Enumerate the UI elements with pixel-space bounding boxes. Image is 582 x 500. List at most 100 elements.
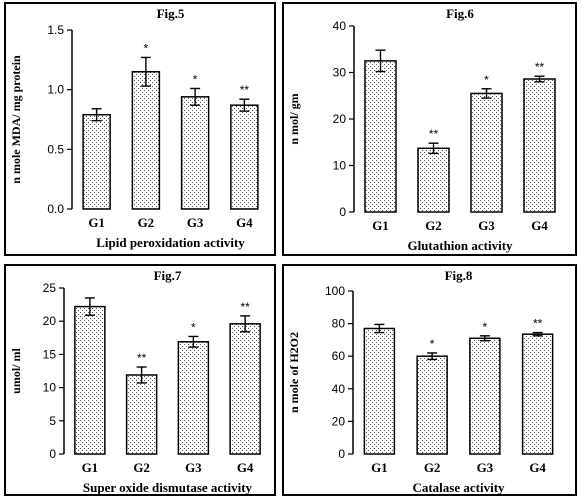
x-tick-label: G4 bbox=[236, 215, 253, 230]
significance-marker: ** bbox=[240, 83, 250, 97]
error-bar bbox=[428, 142, 439, 155]
error-bar bbox=[534, 75, 545, 83]
bar-g3 bbox=[469, 337, 501, 455]
y-tick-label: 1.5 bbox=[47, 23, 64, 37]
x-tick-label: G1 bbox=[82, 460, 99, 475]
x-axis-label: Catalase activity bbox=[412, 480, 505, 494]
y-tick-label: 0 bbox=[49, 447, 56, 461]
y-axis-label: n mole MDA/ mg protein bbox=[9, 55, 23, 184]
x-tick-label: G1 bbox=[371, 460, 388, 475]
error-bar bbox=[91, 108, 102, 122]
error-bar bbox=[136, 366, 147, 384]
error-bar bbox=[481, 88, 492, 99]
y-tick-label: 20 bbox=[43, 314, 57, 328]
chart-panel-fig5: Fig.5 0.0 0.5 1.0 1.5 n mole MDA/ mg protein G… bbox=[4, 2, 276, 256]
bar-g3 bbox=[180, 96, 210, 210]
y-tick-label: 60 bbox=[332, 349, 346, 363]
y-tick-label: 15 bbox=[43, 347, 57, 361]
y-tick-label: 0.0 bbox=[47, 202, 64, 216]
y-tick-label: 40 bbox=[332, 382, 346, 396]
x-axis-label: Glutathion activity bbox=[407, 238, 513, 253]
error-bar bbox=[427, 352, 438, 361]
error-bar bbox=[532, 331, 543, 337]
x-tick-label: G4 bbox=[529, 460, 546, 475]
bar-g4 bbox=[523, 78, 556, 213]
y-tick-label: 25 bbox=[43, 281, 57, 295]
chart-svg: Fig.7 0 5 10 15 20 25 umol/ ml G1 ** G2 * G3 ** G4 Supe… bbox=[9, 268, 261, 494]
x-tick-label: G3 bbox=[187, 215, 204, 230]
y-tick-label: 40 bbox=[333, 19, 347, 33]
chart-title: Fig.7 bbox=[154, 268, 182, 283]
y-tick-label: 0 bbox=[338, 447, 345, 461]
x-tick-label: G4 bbox=[531, 218, 548, 233]
chart-svg: Fig.6 0 10 20 30 40 n mol/ gm G1 ** G2 * G3 ** G4 Glut… bbox=[287, 6, 556, 253]
x-tick-label: G3 bbox=[478, 218, 495, 233]
bar-g2 bbox=[416, 355, 448, 455]
error-bar bbox=[375, 49, 386, 73]
error-bar bbox=[140, 56, 151, 87]
chart-title: Fig.8 bbox=[445, 268, 473, 283]
x-tick-label: G2 bbox=[424, 460, 441, 475]
significance-marker: ** bbox=[137, 351, 147, 365]
y-tick-label: 0 bbox=[339, 205, 346, 219]
bar-g1 bbox=[363, 327, 396, 455]
bar-g2 bbox=[125, 374, 158, 455]
bar-g4 bbox=[521, 333, 554, 455]
bar-g1 bbox=[82, 113, 111, 210]
x-tick-label: G3 bbox=[477, 460, 494, 475]
bar-g4 bbox=[229, 323, 261, 455]
y-axis-label: umol/ ml bbox=[9, 348, 23, 394]
significance-marker: * bbox=[191, 320, 196, 334]
bar-g1 bbox=[364, 60, 397, 213]
chart-svg: Fig.8 0 20 40 60 80 100 n mole of H2O2 G1 * G2 * G3 *… bbox=[287, 268, 554, 494]
x-tick-label: G3 bbox=[185, 460, 202, 475]
y-tick-label: 80 bbox=[332, 317, 346, 331]
significance-marker: * bbox=[484, 73, 489, 87]
y-tick-label: 1.0 bbox=[47, 83, 64, 97]
error-bar bbox=[188, 335, 199, 348]
error-bar bbox=[190, 87, 201, 106]
y-tick-label: 20 bbox=[332, 414, 346, 428]
y-axis-label: n mol/ gm bbox=[287, 93, 301, 144]
y-tick-label: 30 bbox=[333, 66, 347, 80]
significance-marker: * bbox=[144, 41, 149, 55]
bar-g2 bbox=[131, 71, 161, 210]
bar-g3 bbox=[177, 341, 210, 455]
error-bar bbox=[374, 323, 385, 334]
significance-marker: ** bbox=[429, 127, 439, 141]
y-tick-label: 10 bbox=[43, 381, 57, 395]
error-bar bbox=[239, 98, 250, 112]
error-bar bbox=[479, 335, 490, 342]
x-tick-label: G4 bbox=[237, 460, 254, 475]
y-tick-label: 0.5 bbox=[47, 142, 64, 156]
significance-marker: ** bbox=[535, 60, 545, 74]
bar-g4 bbox=[230, 104, 259, 210]
chart-svg: Fig.5 0.0 0.5 1.0 1.5 n mole MDA/ mg protein G… bbox=[9, 6, 259, 250]
x-axis-label: Super oxide dismutase activity bbox=[83, 480, 253, 494]
y-tick-label: 100 bbox=[325, 284, 345, 298]
y-tick-label: 5 bbox=[49, 414, 56, 428]
chart-title: Fig.6 bbox=[446, 6, 474, 21]
x-tick-label: G1 bbox=[88, 215, 105, 230]
chart-title: Fig.5 bbox=[157, 6, 185, 21]
significance-marker: ** bbox=[533, 317, 543, 331]
y-tick-label: 20 bbox=[333, 112, 347, 126]
x-tick-label: G2 bbox=[133, 460, 150, 475]
y-axis-label: n mole of H2O2 bbox=[287, 332, 301, 413]
y-tick-label: 10 bbox=[333, 159, 347, 173]
x-tick-label: G2 bbox=[425, 218, 442, 233]
x-tick-label: G2 bbox=[138, 215, 155, 230]
bar-g3 bbox=[470, 92, 503, 213]
significance-marker: * bbox=[193, 72, 198, 86]
significance-marker: * bbox=[430, 337, 435, 351]
x-tick-label: G1 bbox=[372, 218, 389, 233]
significance-marker: ** bbox=[240, 300, 250, 314]
significance-marker: * bbox=[483, 320, 488, 334]
bar-g1 bbox=[74, 305, 106, 455]
chart-panel-fig7: Fig.7 0 5 10 15 20 25 umol/ ml G1 ** G2 * G3 ** G4 Supe… bbox=[4, 264, 276, 496]
chart-panel-fig6: Fig.6 0 10 20 30 40 n mol/ gm G1 ** G2 * G3 ** G4 Glut… bbox=[282, 2, 577, 256]
chart-panel-fig8: Fig.8 0 20 40 60 80 100 n mole of H2O2 G1 * G2 * G3 *… bbox=[282, 264, 577, 496]
error-bar bbox=[84, 297, 95, 316]
bar-g2 bbox=[417, 147, 450, 213]
x-axis-label: Lipid peroxidation activity bbox=[96, 235, 245, 250]
